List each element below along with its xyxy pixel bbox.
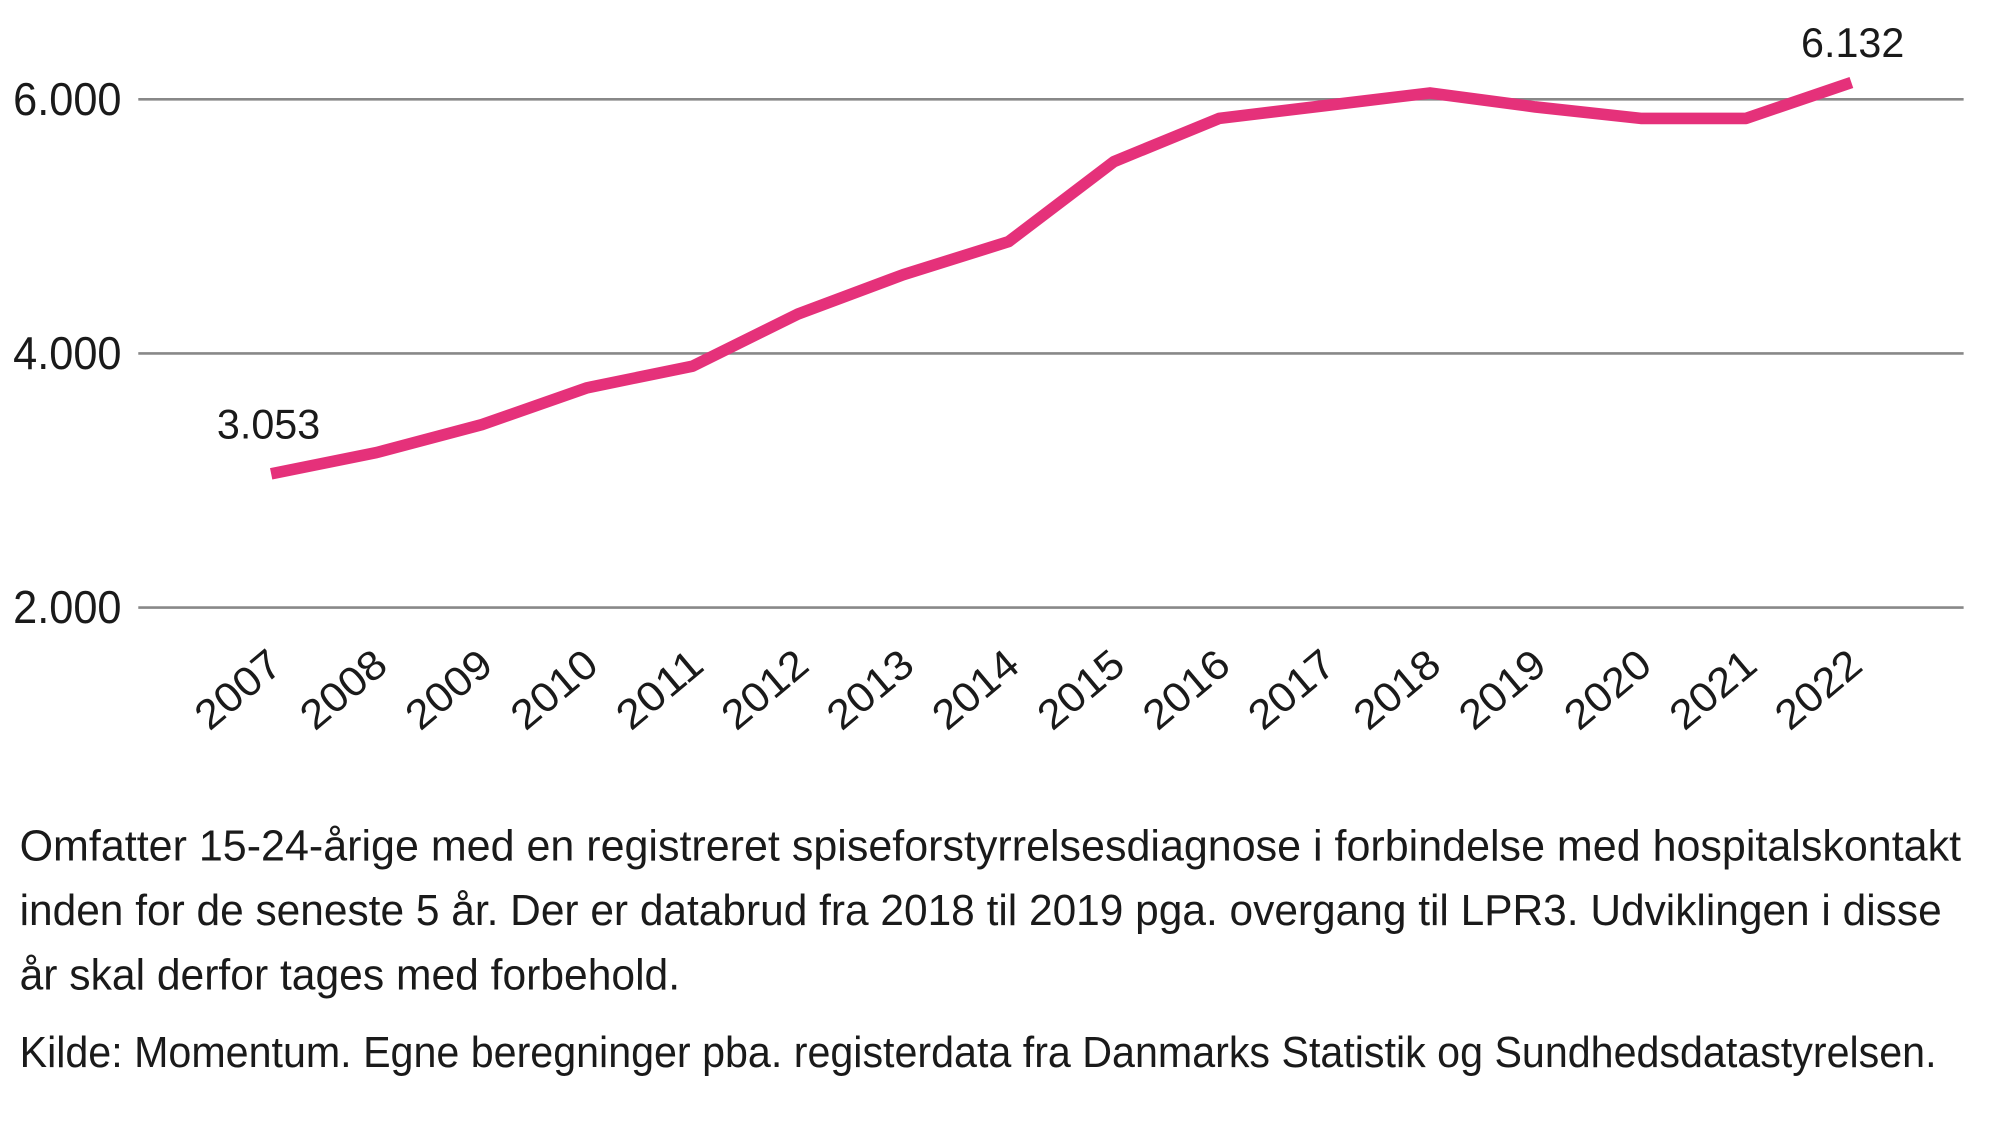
- x-tick-label: 2022: [1766, 640, 1871, 738]
- x-tick-label: 2008: [291, 640, 396, 738]
- caption-line-2: inden for de seneste 5 år. Der er databr…: [20, 886, 1942, 935]
- series-line: [270, 77, 1854, 480]
- x-tick-label: 2015: [1029, 640, 1134, 738]
- y-tick-label: 6.000: [13, 73, 121, 125]
- x-tick-label: 2018: [1345, 640, 1450, 738]
- y-tick-label: 2.000: [13, 581, 121, 633]
- data-label-first: 3.053: [217, 402, 320, 448]
- x-tick-label: 2016: [1134, 640, 1239, 738]
- x-axis-ticks: 2007 2008 2009 2010 2011 2012 2013 2014 2015 2016…: [186, 640, 1871, 738]
- x-tick-label: 2012: [712, 640, 817, 738]
- x-tick-label: 2007: [186, 640, 291, 738]
- x-tick-label: 2009: [396, 640, 501, 738]
- series: [270, 77, 1854, 480]
- gridlines: [138, 98, 1964, 609]
- y-tick-label: 4.000: [13, 327, 121, 379]
- x-tick-label: 2010: [502, 640, 607, 738]
- x-tick-label: 2021: [1661, 640, 1766, 738]
- x-tick-label: 2019: [1450, 640, 1555, 738]
- x-tick-label: 2017: [1239, 640, 1344, 738]
- y-axis-ticks: 2.000 4.000 6.000: [13, 73, 121, 633]
- x-tick-label: 2013: [818, 640, 923, 738]
- x-tick-label: 2014: [923, 640, 1028, 738]
- caption-line-3: år skal derfor tages med forbehold.: [20, 950, 680, 999]
- caption-line-1: Omfatter 15-24-årige med en registreret …: [20, 821, 1961, 870]
- x-tick-label: 2011: [607, 640, 712, 738]
- x-tick-label: 2020: [1555, 640, 1660, 738]
- source-note: Kilde: Momentum. Egne beregninger pba. r…: [20, 1028, 1937, 1077]
- data-label-last: 6.132: [1801, 20, 1904, 66]
